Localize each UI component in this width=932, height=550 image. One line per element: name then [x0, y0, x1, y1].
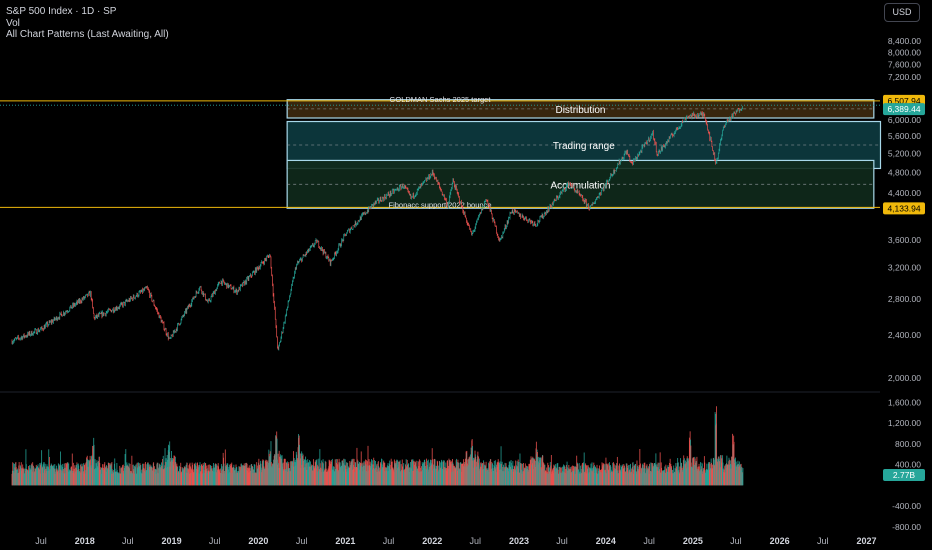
- time-tick-label: Jul: [35, 536, 47, 546]
- pattern-indicator-label[interactable]: All Chart Patterns (Last Awaiting, All): [6, 29, 169, 40]
- time-tick-label: 2027: [856, 536, 876, 546]
- symbol-title[interactable]: S&P 500 Index · 1D · SP: [6, 6, 117, 17]
- volume-last-tag: 2.77B: [883, 469, 925, 481]
- zone-label: Accumulation: [550, 180, 610, 191]
- last-price-tag-text: 6,389.44: [887, 104, 920, 114]
- level-lines: GOLDMAN Sachs 2025 target Fibonacc suppor…: [0, 95, 880, 209]
- price-tick-label: 4,400.00: [888, 188, 921, 198]
- level-name: GOLDMAN Sachs 2025 target: [390, 95, 492, 104]
- volume-tick-label: 1,600.00: [888, 397, 921, 407]
- volume-tick-label: -400.00: [892, 501, 921, 511]
- volume-axis: 1,600.00 1,200.00 800.00 400.00 -400.00 -800.…: [888, 397, 921, 531]
- time-tick-label: Jul: [209, 536, 221, 546]
- price-tick-label: 4,800.00: [888, 167, 921, 177]
- level-name: Fibonacc support/2022 bounce: [389, 200, 492, 209]
- zone-label: Trading range: [553, 141, 615, 152]
- time-tick-label: 2025: [683, 536, 703, 546]
- volume-last-tag-bg: [883, 469, 925, 481]
- price-candles: [11, 105, 743, 351]
- time-tick-label: 2021: [335, 536, 355, 546]
- price-tick-label: 5,600.00: [888, 131, 921, 141]
- fib-support-tag-bg: [883, 202, 925, 215]
- volume-tick-label: 800.00: [895, 439, 921, 449]
- time-tick-label: Jul: [556, 536, 568, 546]
- currency-button[interactable]: USD: [884, 3, 920, 22]
- price-tick-label: 5,200.00: [888, 149, 921, 159]
- time-tick-label: Jul: [470, 536, 482, 546]
- goldman-target-tag-text: 6,507.94: [887, 96, 920, 106]
- price-tick-label: 6,000.00: [888, 115, 921, 125]
- pattern-zones: Distribution Trading range Accumulation: [286, 99, 882, 209]
- time-tick-label: Jul: [643, 536, 655, 546]
- price-tick-label: 3,200.00: [888, 263, 921, 273]
- last-price-tag-bg: [883, 103, 925, 116]
- fib-support-tag: 4,133.94: [883, 202, 925, 215]
- price-tick-label: 8,400.00: [888, 36, 921, 46]
- time-tick-label: 2023: [509, 536, 529, 546]
- time-tick-label: 2022: [422, 536, 442, 546]
- volume-indicator-label[interactable]: Vol: [6, 17, 20, 29]
- price-tick-label: 3,600.00: [888, 235, 921, 245]
- time-tick-label: Jul: [817, 536, 829, 546]
- price-tick-label: 7,600.00: [888, 59, 921, 69]
- time-axis: Jul 2018 Jul 2019 Jul 2020 Jul 2021 Jul 2022 Jul 20…: [35, 536, 876, 546]
- fib-support-tag-text: 4,133.94: [887, 203, 920, 213]
- time-tick-label: 2020: [248, 536, 268, 546]
- volume-last-tag-text: 2.77B: [893, 470, 916, 480]
- price-tick-label: 8,000.00: [888, 47, 921, 57]
- time-tick-label: 2024: [596, 536, 616, 546]
- price-tick-label: 2,800.00: [888, 294, 921, 304]
- time-tick-label: 2019: [162, 536, 182, 546]
- volume-tick-label: 400.00: [895, 460, 921, 470]
- volume-tick-label: -800.00: [892, 522, 921, 532]
- time-tick-label: Jul: [730, 536, 742, 546]
- price-tick-label: 2,400.00: [888, 330, 921, 340]
- price-tick-label: 7,200.00: [888, 72, 921, 82]
- price-tick-label: 2,000.00: [888, 373, 921, 383]
- chart-legend: S&P 500 Index · 1D · SP Vol All Chart Pa…: [6, 6, 169, 41]
- last-price-tag: 6,389.44: [883, 103, 925, 116]
- time-tick-label: 2018: [75, 536, 95, 546]
- time-tick-label: 2026: [770, 536, 790, 546]
- time-tick-label: Jul: [122, 536, 134, 546]
- zone-label: Distribution: [555, 105, 605, 116]
- volume-bars: [11, 406, 744, 486]
- time-tick-label: Jul: [383, 536, 395, 546]
- time-tick-label: Jul: [296, 536, 308, 546]
- volume-tick-label: 1,200.00: [888, 418, 921, 428]
